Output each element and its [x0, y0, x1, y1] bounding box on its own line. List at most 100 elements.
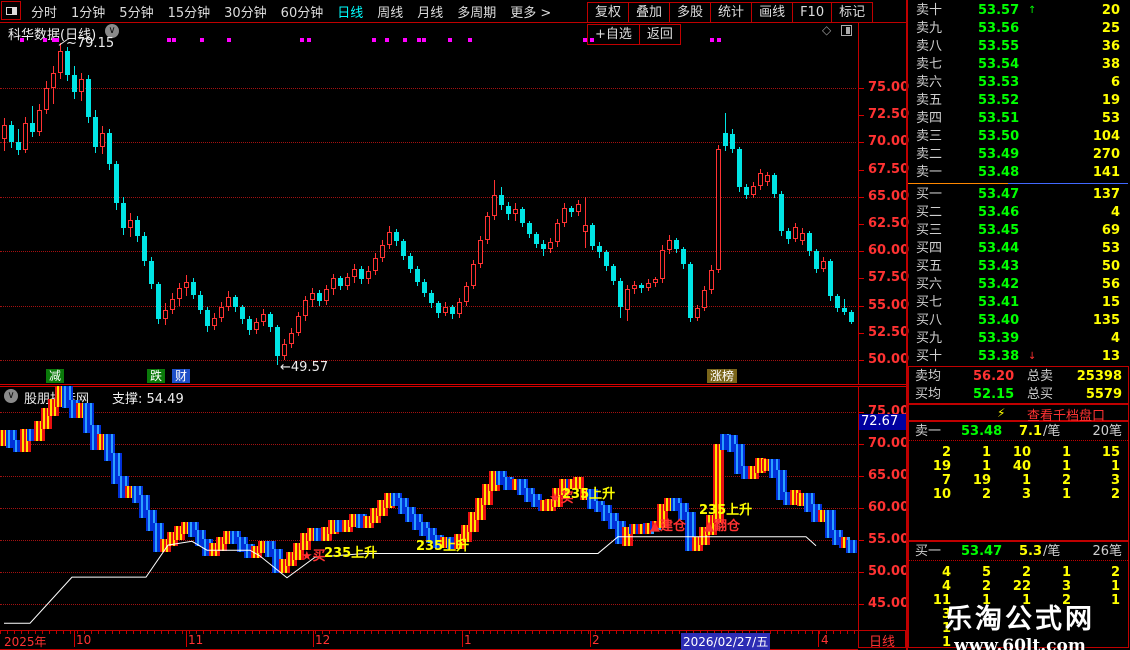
menu-item-60分钟[interactable]: 60分钟	[280, 6, 324, 21]
sell-row-10[interactable]: 卖十 53.57 20 ↑	[910, 2, 1128, 20]
indicator-sub-chart[interactable]: ★买 235上升 235上升 ★买 235上升 235上升 ▲建仓 ▲翻仓	[0, 386, 858, 630]
indicator-bar	[335, 520, 346, 533]
chart-annotation: 235上升	[416, 539, 470, 554]
buy-one-detail: 买一 53.47 5.3/笔 26笔 4 5 2 1 2 4 2 22 3 1 11 1 1 2 1 3 1 1	[908, 541, 1129, 650]
candle	[492, 194, 497, 217]
gridline	[0, 444, 856, 445]
menu-item-30分钟[interactable]: 30分钟	[224, 6, 267, 21]
time-label-10[interactable]: 10	[76, 633, 92, 647]
menu-item-多周期[interactable]: 多周期	[457, 6, 497, 21]
axis-tick	[859, 251, 864, 253]
menu-item-画线[interactable]: 画线	[751, 2, 794, 23]
indicator-bar	[741, 466, 752, 479]
event-tag-财[interactable]: 财	[172, 369, 191, 383]
sub-chart-header: ∨ 股朋指标网 支撑: 54.49	[0, 388, 858, 407]
main-candlestick-chart[interactable]	[0, 39, 858, 384]
indicator-bar	[727, 435, 738, 452]
time-label-2[interactable]: 2	[592, 633, 600, 647]
level-volume: 13	[1101, 349, 1120, 364]
sell-row-3[interactable]: 卖三 53.50 104	[910, 128, 1128, 146]
menu-item-叠加[interactable]: 叠加	[628, 2, 671, 23]
detail-cell: 2	[1110, 565, 1120, 580]
buy-row-10[interactable]: 买十 53.38 13 ↓	[910, 348, 1128, 366]
buy-row-5[interactable]: 买五 53.43 50	[910, 258, 1128, 276]
sell-row-1[interactable]: 卖一 53.48 141	[910, 164, 1128, 182]
axis-tick	[859, 360, 864, 361]
period-box[interactable]: 日线	[858, 630, 906, 650]
level-volume: 19	[1101, 93, 1120, 108]
deep-quote-bar[interactable]: ⚡ 查看千档盘口	[908, 404, 1129, 424]
chevron-down-icon[interactable]: ∨	[105, 24, 119, 38]
time-label-11[interactable]: 11	[188, 633, 204, 647]
candle	[296, 316, 301, 333]
menu-item-统计[interactable]: 统计	[710, 2, 753, 23]
buy-row-9[interactable]: 买九 53.39 4	[910, 330, 1128, 348]
buy-row-8[interactable]: 买八 53.40 135	[910, 312, 1128, 330]
time-label-12[interactable]: 12	[315, 633, 331, 647]
sell-row-9[interactable]: 卖九 53.56 25	[910, 20, 1128, 38]
sell-row-8[interactable]: 卖八 53.55 36	[910, 38, 1128, 56]
candle	[93, 117, 98, 147]
menu-item-复权[interactable]: 复权	[587, 2, 630, 23]
split-pane-icon[interactable]	[841, 25, 852, 36]
buy-row-6[interactable]: 买六 53.42 56	[910, 276, 1128, 294]
candle	[639, 284, 644, 289]
sell-row-2[interactable]: 卖二 53.49 270	[910, 146, 1128, 164]
axis-tick	[859, 540, 864, 541]
menu-item-标记[interactable]: 标记	[831, 2, 874, 23]
buy-row-1[interactable]: 买一 53.47 137	[910, 186, 1128, 204]
sell-row-7[interactable]: 卖七 53.54 38	[910, 56, 1128, 74]
event-tag-减[interactable]: 减	[46, 369, 65, 383]
level-volume: 53	[1101, 111, 1120, 126]
menu-item-1分钟[interactable]: 1分钟	[71, 6, 106, 21]
indicator-bar	[90, 425, 101, 451]
diamond-icon[interactable]: ◇	[822, 23, 832, 37]
candle	[667, 240, 672, 251]
axis-tick	[859, 476, 864, 477]
menu-item-分时[interactable]: 分时	[31, 6, 58, 21]
chevron-down-icon[interactable]: ∨	[4, 389, 18, 403]
menu-item-5分钟[interactable]: 5分钟	[119, 6, 154, 21]
sell-row-6[interactable]: 卖六 53.53 6	[910, 74, 1128, 92]
level-price: 53.41	[978, 295, 1020, 310]
event-tag-涨榜[interactable]: 涨榜	[707, 369, 738, 383]
candle	[576, 204, 581, 213]
indicator-bar	[76, 403, 87, 419]
top-menu-bar: 分时 1分钟 5分钟 15分钟 30分钟 60分钟 日线 周线 月线 多周期 更多 > 复权 叠加 多股…	[0, 0, 906, 45]
time-label-2026/02/27/五[interactable]: 2026/02/27/五	[681, 633, 771, 650]
indicator-bar	[482, 483, 493, 506]
time-label-4[interactable]: 4	[821, 633, 829, 647]
time-label-2025年[interactable]: 2025年	[4, 635, 47, 649]
menu-item-多股[interactable]: 多股	[669, 2, 712, 23]
candle	[72, 74, 77, 93]
indicator-bar	[412, 514, 423, 530]
axis-tick	[859, 572, 864, 573]
buy-row-2[interactable]: 买二 53.46 4	[910, 204, 1128, 222]
menu-item-周线[interactable]: 周线	[377, 6, 404, 21]
buy-row-3[interactable]: 买三 53.45 69	[910, 222, 1128, 240]
menu-item-返回[interactable]: 返回	[638, 24, 681, 45]
stock-title[interactable]: 科华数据(日线)	[8, 28, 97, 43]
menu-item-日线[interactable]: 日线	[337, 6, 364, 21]
time-axis[interactable]: 2025年 10 11 12 1 2 2026/02/27/五 4	[0, 630, 858, 650]
level-label: 卖四	[916, 111, 943, 126]
candle	[387, 231, 392, 245]
buy-row-7[interactable]: 买七 53.41 15	[910, 294, 1128, 312]
sell-row-5[interactable]: 卖五 53.52 19	[910, 92, 1128, 110]
buy-row-4[interactable]: 买四 53.44 53	[910, 240, 1128, 258]
indicator-bar	[762, 459, 773, 471]
menu-item-月线[interactable]: 月线	[417, 6, 444, 21]
candle	[688, 264, 693, 318]
menu-item-更多 >[interactable]: 更多 >	[510, 6, 552, 21]
menu-item-F10[interactable]: F10	[792, 2, 833, 23]
time-label-1[interactable]: 1	[464, 633, 472, 647]
menu-item-15分钟[interactable]: 15分钟	[167, 6, 211, 21]
window-layout-icon[interactable]	[1, 1, 21, 20]
indicator-bar	[783, 492, 794, 505]
candle	[709, 269, 714, 291]
sell-row-4[interactable]: 卖四 53.51 53	[910, 110, 1128, 128]
indicator-bar	[573, 476, 584, 489]
event-tag-跌[interactable]: 跌	[147, 369, 166, 383]
axis-tick	[859, 142, 864, 144]
deep-quote-link[interactable]: 查看千档盘口	[1027, 409, 1106, 424]
